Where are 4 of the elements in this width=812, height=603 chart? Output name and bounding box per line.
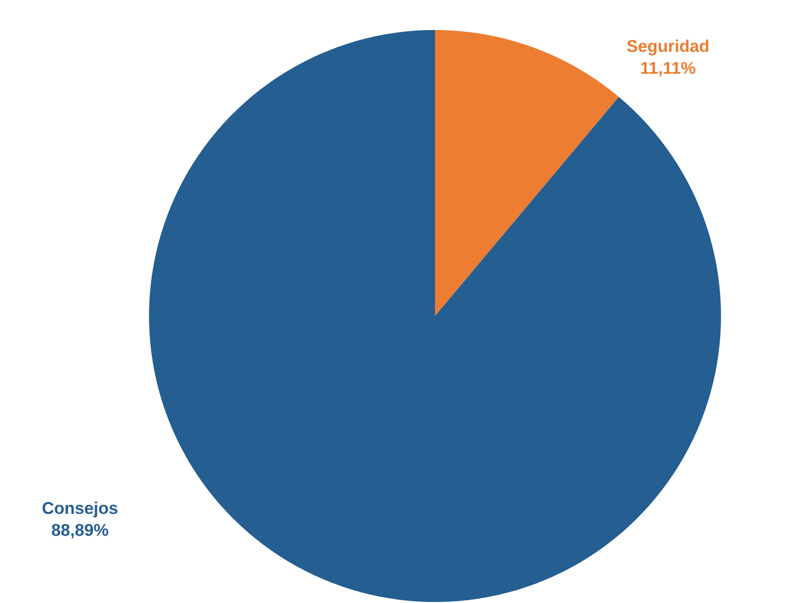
data-label: 88,89% [52, 524, 108, 538]
slice-label: Seguridad [627, 40, 708, 56]
data-label: 11,11% [641, 62, 696, 76]
slice-label: Consejos [42, 502, 118, 518]
